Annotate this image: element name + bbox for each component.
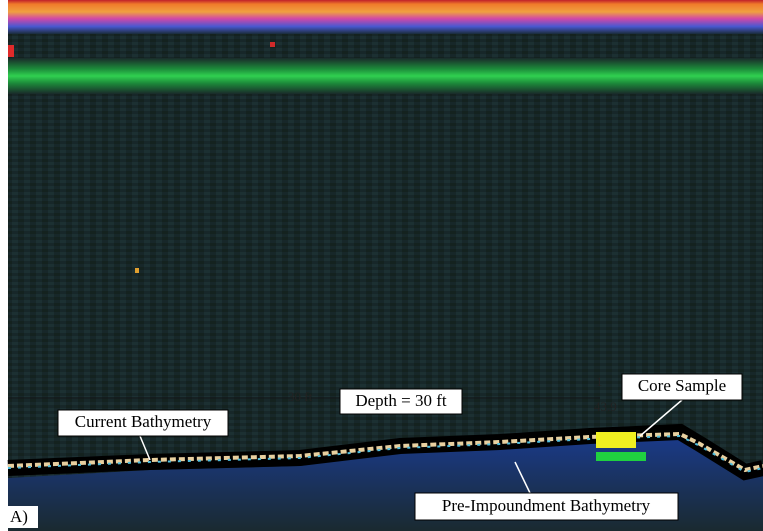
core-box-text: Core Sample <box>638 376 726 395</box>
core-box <box>621 373 743 401</box>
marker-number: 1 <box>596 374 603 389</box>
bottom-return-color <box>7 434 763 474</box>
pre-box-text: Pre-Impoundment Bathymetry <box>442 496 651 515</box>
pre-box <box>414 492 679 521</box>
current-box <box>57 409 229 437</box>
bottom-return <box>7 431 763 473</box>
panel-label-bg <box>8 506 38 528</box>
leader-line <box>139 435 151 461</box>
depth-box-text: Depth = 30 ft <box>355 391 447 410</box>
marker-depth: 43.9 <box>594 399 617 414</box>
depth-box <box>339 388 463 415</box>
leader-line <box>514 461 531 494</box>
core-sample-marker <box>596 432 636 448</box>
panel-label: A) <box>10 507 28 526</box>
green-echo-band <box>8 58 763 94</box>
speck <box>135 268 139 273</box>
speck <box>270 42 275 47</box>
surface-band <box>8 0 763 34</box>
marker-red <box>8 45 14 57</box>
current-box-text: Current Bathymetry <box>75 412 212 431</box>
depth-line-label: 30 ft <box>288 389 313 404</box>
leader-line <box>639 399 683 437</box>
core-sample-base <box>596 452 646 461</box>
